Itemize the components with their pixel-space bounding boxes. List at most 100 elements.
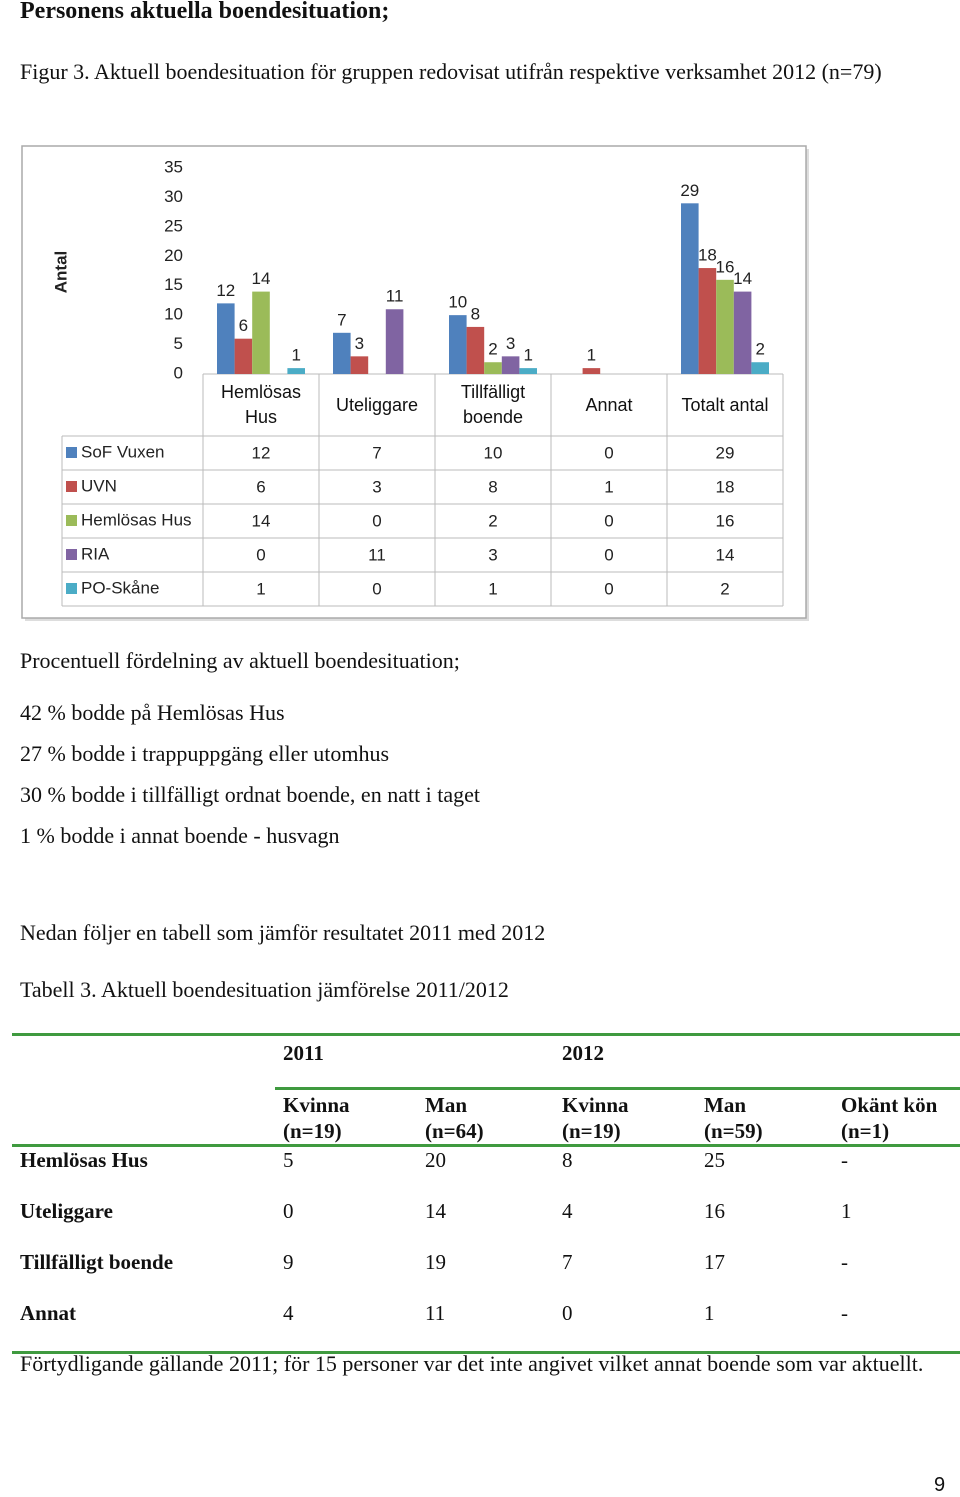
table-cell: 16 bbox=[704, 1198, 725, 1223]
value-label: 2 bbox=[755, 340, 764, 359]
table-cell: 0 bbox=[562, 1300, 573, 1325]
table-row: Tillfälligt boende 9 19 7 17 - bbox=[12, 1249, 960, 1300]
percent-line: 30 % bodde i tillfälligt ordnat boende, … bbox=[20, 782, 481, 807]
legend-label: RIA bbox=[81, 544, 110, 563]
chart-frame bbox=[21, 145, 807, 619]
table-cell: 1 bbox=[704, 1300, 715, 1325]
row-label: Uteliggare bbox=[20, 1198, 113, 1223]
page-number: 9 bbox=[934, 1474, 946, 1496]
comparison-table: 2011 2012 Kvinna (n=19) Man (n=64) Kvinna (n… bbox=[12, 1033, 960, 1354]
row-label: Tillfälligt boende bbox=[20, 1249, 174, 1274]
value-label: 16 bbox=[716, 257, 735, 276]
bar bbox=[698, 268, 717, 374]
value-label: 11 bbox=[386, 287, 404, 306]
bar bbox=[449, 315, 467, 374]
footnote: Förtydligande gällande 2011; för 15 pers… bbox=[20, 1351, 924, 1376]
table-value: 1 bbox=[488, 579, 497, 598]
legend-label: PO-Skåne bbox=[81, 578, 159, 597]
legend-swatch bbox=[66, 549, 77, 560]
table-cell: 11 bbox=[425, 1300, 446, 1325]
row-label: Hemlösas Hus bbox=[20, 1147, 148, 1172]
year-row: 2011 2012 bbox=[12, 1034, 960, 1089]
value-label: 7 bbox=[337, 310, 346, 329]
value-label: 12 bbox=[216, 281, 235, 300]
value-label: 18 bbox=[698, 246, 717, 265]
table-cell: 25 bbox=[704, 1147, 725, 1172]
y-axis-label: Antal bbox=[51, 251, 70, 294]
y-tick-label: 5 bbox=[174, 334, 183, 353]
table-cell: 5 bbox=[283, 1147, 294, 1172]
y-tick-label: 20 bbox=[164, 246, 183, 265]
y-tick-label: 0 bbox=[174, 363, 183, 382]
legend-swatch bbox=[66, 447, 77, 458]
percent-line: 1 % bodde i annat boende - husvagn bbox=[20, 823, 340, 848]
table-cell: 7 bbox=[562, 1249, 573, 1274]
empty-cell bbox=[12, 1088, 275, 1145]
column-header: Man (n=59) bbox=[696, 1086, 833, 1145]
bar bbox=[751, 362, 769, 374]
table-value: 14 bbox=[252, 511, 271, 530]
value-label: 14 bbox=[252, 269, 271, 288]
y-tick-label: 15 bbox=[164, 275, 183, 294]
table-value: 2 bbox=[488, 511, 497, 530]
table-cell: - bbox=[841, 1147, 848, 1172]
y-tick-label: 10 bbox=[164, 305, 183, 324]
table-caption: Tabell 3. Aktuell boendesituation jämför… bbox=[20, 977, 509, 1002]
table-row: Uteliggare 0 14 4 16 1 bbox=[12, 1198, 960, 1249]
figure-caption: Figur 3. Aktuell boendesituation för gru… bbox=[20, 59, 882, 84]
table-value: 3 bbox=[372, 477, 381, 496]
bar bbox=[733, 291, 752, 374]
category-label: Tillfälligt boende bbox=[460, 382, 526, 427]
category-label: Hemlösas Hus bbox=[220, 382, 302, 427]
y-tick-label: 30 bbox=[164, 187, 183, 206]
category-label: Uteliggare bbox=[335, 394, 419, 415]
bar bbox=[681, 203, 699, 374]
bar bbox=[501, 356, 520, 374]
table-cell: - bbox=[841, 1249, 848, 1274]
bar bbox=[333, 332, 351, 374]
y-tick-label: 35 bbox=[164, 157, 183, 176]
table-value: 7 bbox=[372, 443, 381, 462]
table-cell: 1 bbox=[841, 1198, 852, 1223]
table-row: Annat 4 11 0 1 - bbox=[12, 1300, 960, 1352]
percent-line: 42 % bodde på Hemlösas Hus bbox=[20, 700, 285, 725]
table-cell: 4 bbox=[283, 1300, 294, 1325]
bar bbox=[252, 291, 270, 374]
table-value: 29 bbox=[716, 443, 735, 462]
table-cell: 17 bbox=[704, 1249, 725, 1274]
table-value: 0 bbox=[604, 579, 613, 598]
bar bbox=[234, 338, 253, 374]
table-value: 0 bbox=[604, 443, 613, 462]
value-label: 2 bbox=[488, 340, 497, 359]
bar bbox=[350, 356, 369, 374]
value-label: 1 bbox=[587, 346, 596, 365]
table-cell: 20 bbox=[425, 1147, 446, 1172]
legend-swatch bbox=[66, 515, 77, 526]
table-value: 1 bbox=[256, 579, 265, 598]
bar bbox=[466, 326, 485, 374]
table-value: 8 bbox=[488, 477, 497, 496]
heading: Personens aktuella boendesituation; bbox=[20, 0, 390, 24]
table-cell: 8 bbox=[562, 1147, 573, 1172]
y-tick-label: 25 bbox=[164, 216, 183, 235]
value-label: 1 bbox=[523, 346, 532, 365]
year-header: 2011 bbox=[283, 1041, 324, 1065]
table-value: 0 bbox=[604, 511, 613, 530]
table-value: 14 bbox=[716, 545, 735, 564]
table-value: 0 bbox=[256, 545, 265, 564]
legend-label: Hemlösas Hus bbox=[81, 510, 192, 529]
value-label: 3 bbox=[355, 334, 364, 353]
table-cell: 14 bbox=[425, 1198, 446, 1223]
column-header: Okänt kön (n=1) bbox=[833, 1086, 960, 1145]
category-label: Totalt antal bbox=[681, 394, 769, 415]
bar bbox=[217, 303, 235, 374]
bar bbox=[287, 368, 305, 374]
bar bbox=[716, 279, 734, 374]
table-value: 2 bbox=[720, 579, 729, 598]
table-value: 0 bbox=[372, 579, 381, 598]
percent-heading: Procentuell fördelning av aktuell boende… bbox=[20, 648, 460, 673]
value-label: 14 bbox=[733, 269, 752, 288]
value-label: 29 bbox=[680, 181, 699, 200]
